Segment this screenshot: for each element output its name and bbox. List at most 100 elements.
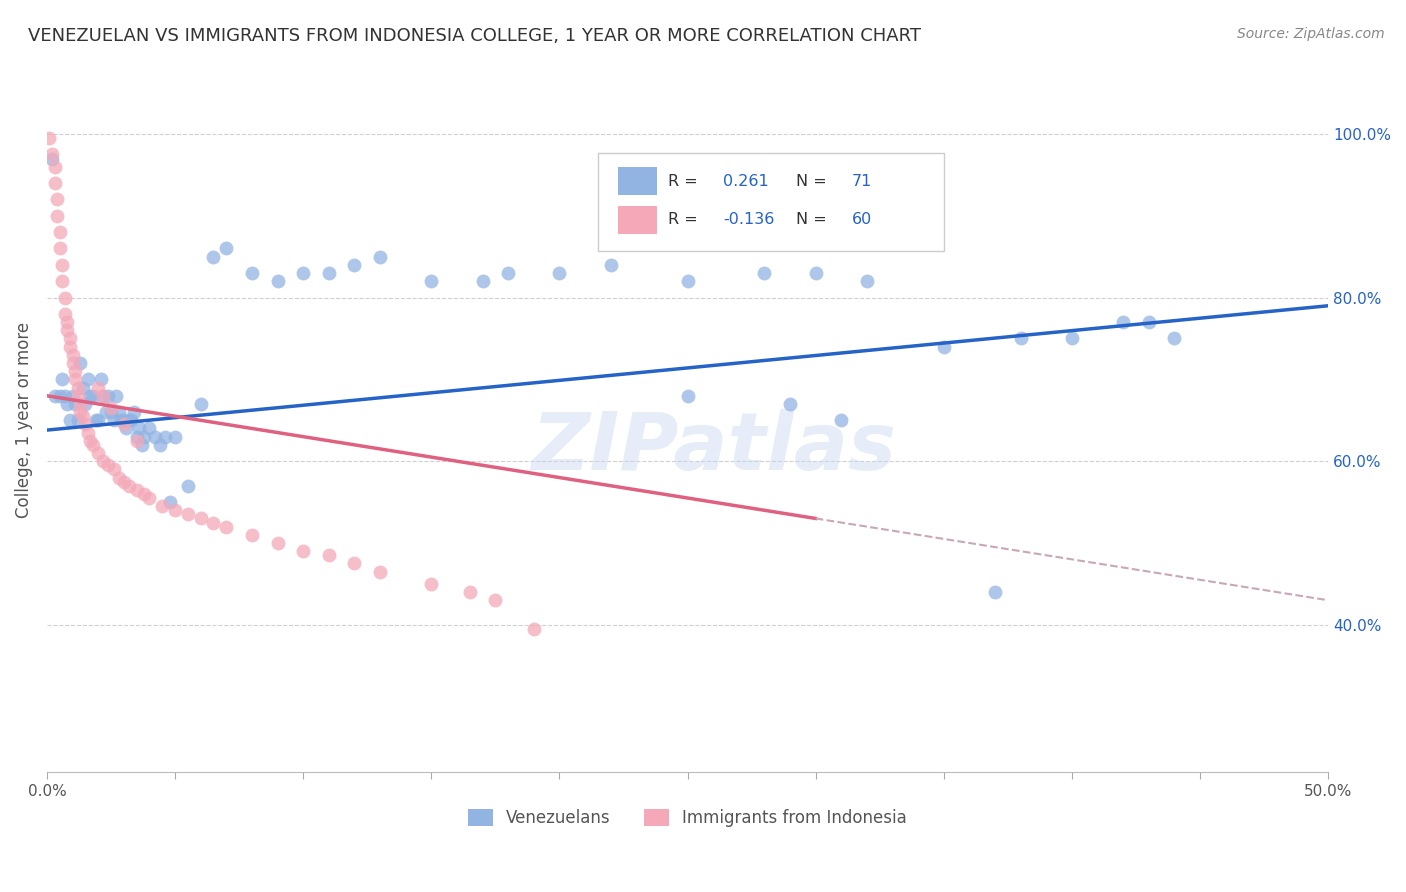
Text: N =: N = — [796, 174, 832, 188]
Point — [53, 291, 76, 305]
Point — [318, 548, 340, 562]
Point — [830, 413, 852, 427]
Point — [153, 430, 176, 444]
Point — [159, 495, 181, 509]
Y-axis label: College, 1 year or more: College, 1 year or more — [15, 322, 32, 518]
Point — [51, 258, 73, 272]
Point — [368, 565, 391, 579]
Point — [128, 421, 150, 435]
Point — [62, 348, 84, 362]
Point — [215, 242, 238, 256]
Point — [804, 266, 827, 280]
Point — [292, 266, 315, 280]
Point — [41, 147, 63, 161]
Point — [420, 274, 443, 288]
FancyBboxPatch shape — [619, 167, 657, 195]
Point — [66, 389, 89, 403]
Point — [105, 389, 128, 403]
Point — [48, 389, 70, 403]
Point — [112, 413, 135, 427]
Point — [56, 315, 79, 329]
Point — [1163, 331, 1185, 345]
Text: 60: 60 — [852, 212, 872, 227]
Point — [44, 160, 66, 174]
Point — [599, 258, 621, 272]
Point — [676, 274, 699, 288]
Point — [292, 544, 315, 558]
Point — [1137, 315, 1160, 329]
Text: VENEZUELAN VS IMMIGRANTS FROM INDONESIA COLLEGE, 1 YEAR OR MORE CORRELATION CHAR: VENEZUELAN VS IMMIGRANTS FROM INDONESIA … — [28, 27, 921, 45]
Point — [125, 483, 148, 497]
FancyBboxPatch shape — [598, 153, 943, 252]
Point — [343, 557, 366, 571]
Text: R =: R = — [668, 174, 703, 188]
Point — [120, 413, 142, 427]
Point — [48, 242, 70, 256]
Point — [87, 380, 110, 394]
Point — [368, 250, 391, 264]
Point — [41, 152, 63, 166]
Text: R =: R = — [668, 212, 703, 227]
Point — [202, 250, 225, 264]
Point — [59, 331, 82, 345]
Point — [131, 438, 153, 452]
Point — [112, 417, 135, 432]
Point — [62, 356, 84, 370]
Point — [177, 508, 200, 522]
Point — [63, 372, 86, 386]
Point — [100, 401, 122, 415]
Point — [115, 421, 138, 435]
Text: Source: ZipAtlas.com: Source: ZipAtlas.com — [1237, 27, 1385, 41]
Text: N =: N = — [796, 212, 832, 227]
Point — [523, 622, 546, 636]
Point — [87, 446, 110, 460]
Point — [118, 479, 141, 493]
Point — [59, 340, 82, 354]
Point — [103, 462, 125, 476]
Point — [63, 364, 86, 378]
Point — [548, 266, 571, 280]
Point — [75, 417, 97, 432]
Text: 0.261: 0.261 — [724, 174, 769, 188]
Point — [202, 516, 225, 530]
Point — [110, 413, 132, 427]
Point — [72, 409, 94, 424]
Point — [143, 430, 166, 444]
Point — [107, 405, 129, 419]
Point — [1010, 331, 1032, 345]
Point — [62, 389, 84, 403]
Point — [38, 131, 60, 145]
Point — [122, 405, 145, 419]
Text: ZIPatlas: ZIPatlas — [530, 409, 896, 487]
Point — [97, 389, 120, 403]
Point — [266, 536, 288, 550]
Point — [77, 372, 100, 386]
Point — [240, 528, 263, 542]
Point — [56, 323, 79, 337]
Point — [69, 356, 91, 370]
Point — [82, 389, 104, 403]
Text: -0.136: -0.136 — [724, 212, 775, 227]
Point — [79, 434, 101, 448]
Point — [215, 519, 238, 533]
Point — [75, 397, 97, 411]
Point — [150, 499, 173, 513]
Point — [856, 274, 879, 288]
Point — [471, 274, 494, 288]
Point — [125, 434, 148, 448]
Point — [66, 413, 89, 427]
FancyBboxPatch shape — [619, 206, 657, 234]
Point — [343, 258, 366, 272]
Point — [112, 475, 135, 489]
Point — [53, 389, 76, 403]
Point — [63, 397, 86, 411]
Point — [932, 340, 955, 354]
Point — [51, 274, 73, 288]
Point — [984, 585, 1007, 599]
Point — [676, 389, 699, 403]
Point — [149, 438, 172, 452]
Point — [66, 380, 89, 394]
Point — [458, 585, 481, 599]
Point — [240, 266, 263, 280]
Point — [484, 593, 506, 607]
